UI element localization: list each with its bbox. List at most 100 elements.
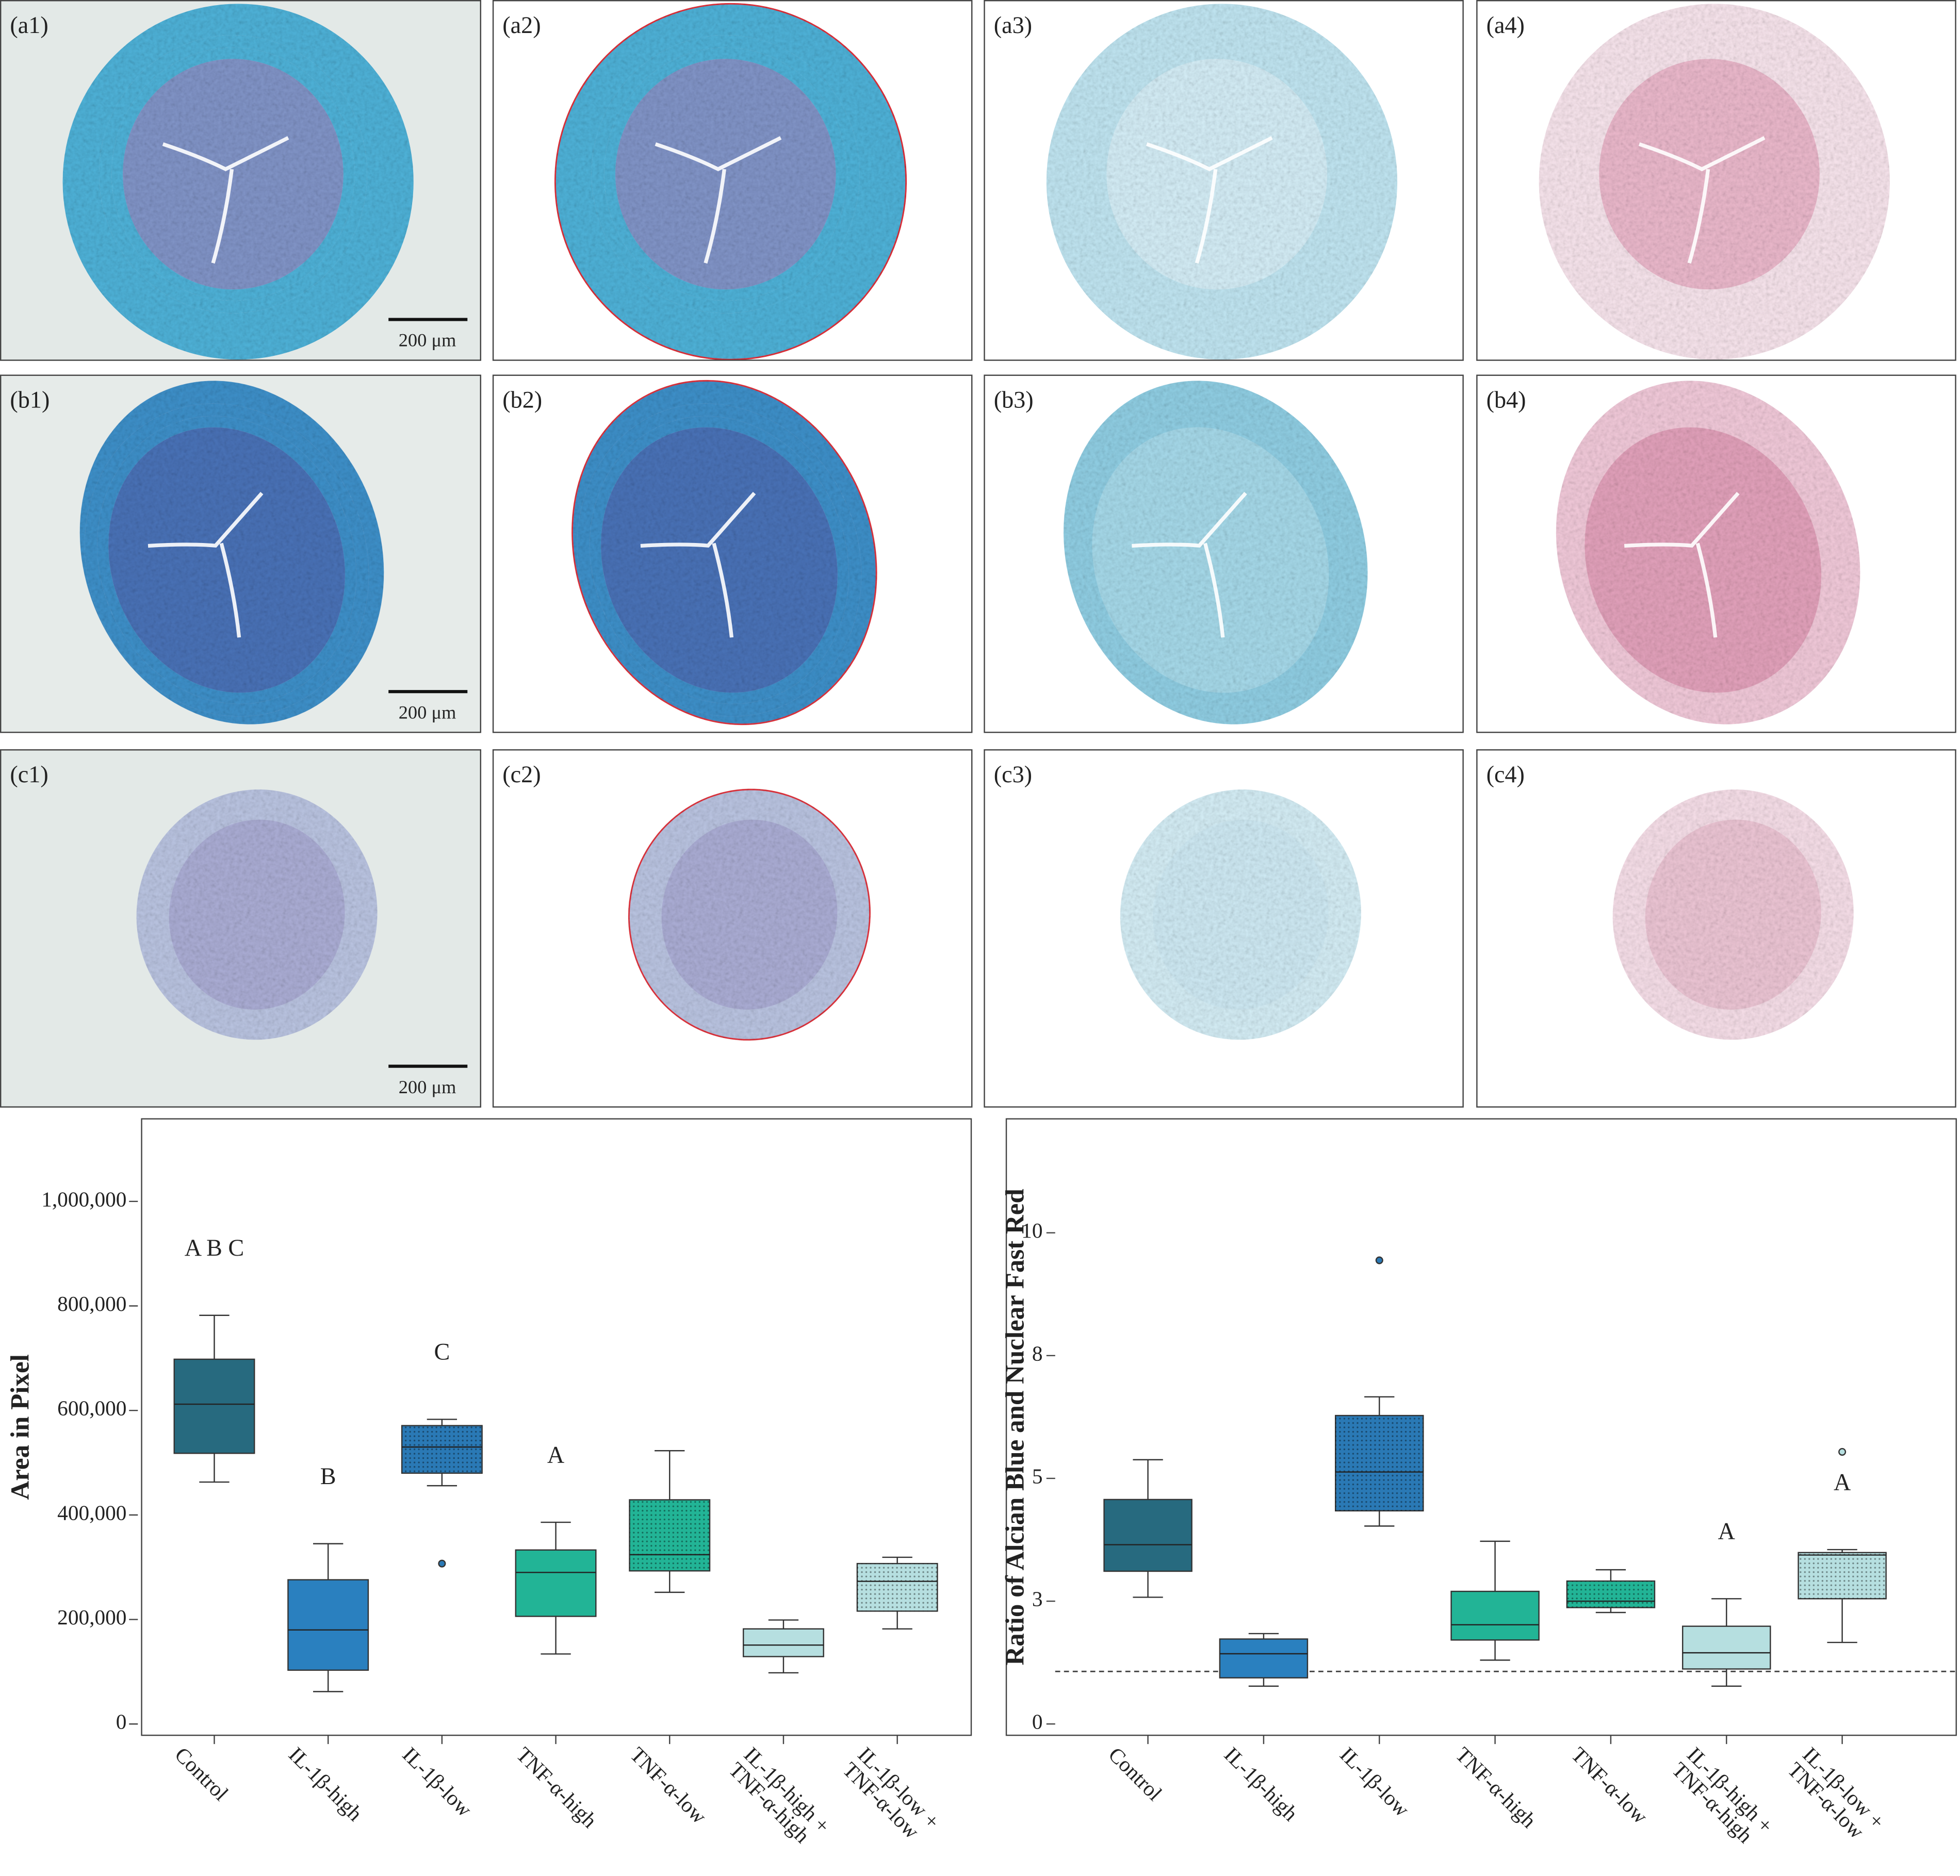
x-tick-label: Control	[1103, 1743, 1167, 1806]
annotation: A	[1718, 1518, 1735, 1544]
y-tick-label: 400,000	[57, 1501, 126, 1524]
x-tick-label-group: IL-1β-high	[1219, 1743, 1303, 1826]
box	[742, 1628, 824, 1657]
tissue-ring	[1129, 796, 1353, 1034]
box	[515, 1549, 597, 1617]
x-tick-label-group: IL-1β-high + TNF-α-high	[724, 1743, 835, 1848]
tissue	[136, 789, 378, 1040]
x-tick-label: IL-1β-low + TNF-α-low	[838, 1743, 944, 1844]
annotation: A	[1834, 1469, 1851, 1495]
y-tick-label: 10	[1021, 1219, 1042, 1242]
plot-frame	[141, 1118, 972, 1736]
image-panel: (c2)	[492, 749, 973, 1108]
image-panel: (a1) 200 μm	[0, 0, 481, 361]
image-panel: (b4)	[1476, 374, 1956, 733]
tissue	[1046, 4, 1398, 360]
x-tick-label-box: Control	[170, 1743, 233, 1806]
panel-border	[492, 749, 973, 1108]
tissue-ring	[1561, 403, 1845, 717]
lumen	[1624, 491, 1740, 638]
image-panel: (c4)	[1476, 749, 1956, 1108]
lumen	[655, 136, 782, 264]
tissue-ring	[577, 403, 861, 717]
box-pattern	[857, 1564, 938, 1611]
x-tick-label-group: Control	[170, 1743, 233, 1806]
y-tick-label: 0	[116, 1710, 127, 1734]
x-tick-label-box: IL-1β-low + TNF-α-low	[838, 1743, 944, 1844]
annotation: A B C	[185, 1235, 244, 1261]
lumen	[162, 136, 289, 264]
tissue	[628, 788, 871, 1041]
x-tick-label-box: TNF-α-low	[1566, 1743, 1653, 1829]
x-tick-label-box: IL-1β-low	[1335, 1743, 1414, 1822]
tissue	[1556, 381, 1860, 725]
outlier	[1838, 1447, 1847, 1456]
panel-border	[984, 0, 1464, 361]
x-tick-label-group: TNF-α-low	[625, 1743, 711, 1829]
panel-border	[1476, 374, 1956, 733]
image-panel: (a3)	[984, 0, 1464, 361]
box	[1103, 1499, 1193, 1572]
lumen	[148, 491, 264, 638]
tissue-core	[169, 819, 345, 1010]
panel-border	[1476, 749, 1956, 1108]
box-pattern	[1335, 1416, 1424, 1511]
x-tick-label-box: IL-1β-low + TNF-α-low	[1783, 1743, 1889, 1844]
box	[173, 1358, 255, 1454]
x-tick-label-box: Control	[1103, 1743, 1167, 1806]
x-tick-label-group: TNF-α-low	[1566, 1743, 1653, 1829]
tissue	[554, 3, 907, 360]
x-tick-label: IL-1β-high + TNF-α-high	[1667, 1743, 1778, 1848]
tissue	[1539, 4, 1890, 360]
box	[1450, 1590, 1540, 1641]
x-tick-label: TNF-α-low	[625, 1743, 711, 1829]
panel-label: (a1)	[10, 12, 48, 38]
x-tick-label-box: IL-1β-high + TNF-α-high	[1667, 1743, 1778, 1848]
y-tick-label: 800,000	[57, 1292, 126, 1315]
panel-label: (a2)	[502, 12, 541, 38]
image-panel: (a4)	[1476, 0, 1956, 361]
lumen	[1638, 136, 1766, 264]
tissue-core	[1152, 819, 1329, 1010]
x-tick-label: IL-1β-high	[1219, 1743, 1303, 1826]
tissue-ring	[145, 796, 369, 1034]
x-tick-label-box: IL-1β-high	[1219, 1743, 1303, 1826]
panel-label: (b4)	[1487, 387, 1526, 413]
panel-border	[0, 374, 481, 733]
image-panel: (c1) 200 μm	[0, 749, 481, 1108]
x-tick-label: IL-1β-low + TNF-α-low	[1783, 1743, 1889, 1844]
scale-bar-label: 200 μm	[399, 702, 456, 722]
x-tick-label-box: TNF-α-low	[625, 1743, 711, 1829]
tissue-ring	[85, 403, 369, 717]
panel-border	[0, 0, 481, 361]
outlier	[1375, 1256, 1383, 1264]
image-panel: (b2)	[492, 374, 973, 733]
image-panel: (b3)	[984, 374, 1464, 733]
tissue-ring	[1068, 403, 1353, 717]
y-tick-label: 1,000,000	[41, 1187, 126, 1211]
x-tick-label: IL-1β-low	[1335, 1743, 1414, 1822]
panel-label: (b2)	[502, 387, 542, 413]
x-tick-label: TNF-α-low	[1566, 1743, 1653, 1829]
panel-label: (c1)	[10, 761, 48, 787]
box-pattern	[402, 1425, 482, 1473]
tissue-core	[661, 819, 838, 1010]
tissue	[571, 380, 877, 726]
panel-label: (c2)	[502, 761, 541, 787]
tissue	[1612, 789, 1854, 1040]
tissue-ring	[1621, 796, 1845, 1034]
x-tick-label-group: IL-1β-low + TNF-α-low	[838, 1743, 944, 1844]
plot-frame	[1005, 1118, 1957, 1736]
tissue	[1063, 381, 1368, 725]
y-tick-label: 0	[1032, 1710, 1043, 1734]
panel-border	[984, 374, 1464, 733]
image-panel: (b1) 200 μm	[0, 374, 481, 733]
x-tick-label: Control	[170, 1743, 233, 1806]
box	[287, 1579, 369, 1671]
tissue-core	[1106, 59, 1328, 290]
x-tick-label-box: TNF-α-high	[1451, 1743, 1541, 1833]
x-tick-label-group: IL-1β-low	[398, 1743, 477, 1821]
tissue-ring	[638, 796, 861, 1034]
box-pattern	[1566, 1581, 1655, 1608]
